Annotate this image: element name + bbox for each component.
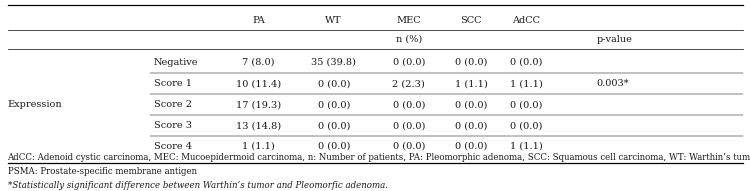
Text: PA: PA [252, 15, 266, 25]
Text: 0 (0.0): 0 (0.0) [317, 79, 350, 88]
Text: n (%): n (%) [396, 35, 422, 44]
Text: MEC: MEC [397, 15, 421, 25]
Text: Negative: Negative [154, 57, 198, 67]
Text: 1 (1.1): 1 (1.1) [510, 142, 543, 151]
Text: 17 (19.3): 17 (19.3) [236, 100, 281, 109]
Text: 0 (0.0): 0 (0.0) [392, 100, 425, 109]
Text: 0 (0.0): 0 (0.0) [317, 121, 350, 130]
Text: PSMA: Prostate-specific membrane antigen: PSMA: Prostate-specific membrane antigen [8, 167, 196, 176]
Text: Score 3: Score 3 [154, 121, 192, 130]
Text: 0 (0.0): 0 (0.0) [510, 57, 543, 67]
Text: 0 (0.0): 0 (0.0) [392, 121, 425, 130]
Text: 0 (0.0): 0 (0.0) [392, 142, 425, 151]
Text: SCC: SCC [460, 15, 482, 25]
Text: 0 (0.0): 0 (0.0) [454, 57, 488, 67]
Text: AdCC: Adenoid cystic carcinoma, MEC: Mucoepidermoid carcinoma, n: Number of pati: AdCC: Adenoid cystic carcinoma, MEC: Muc… [8, 153, 750, 162]
Text: Score 2: Score 2 [154, 100, 192, 109]
Text: 0 (0.0): 0 (0.0) [510, 121, 543, 130]
Text: Expression: Expression [8, 100, 62, 109]
Text: WT: WT [326, 15, 342, 25]
Text: 10 (11.4): 10 (11.4) [236, 79, 281, 88]
Text: 0 (0.0): 0 (0.0) [392, 57, 425, 67]
Text: *Statistically significant difference between Warthin’s tumor and Pleomorfic ade: *Statistically significant difference be… [8, 181, 388, 190]
Text: 35 (39.8): 35 (39.8) [311, 57, 356, 67]
Text: p-value: p-value [596, 35, 632, 44]
Text: 13 (14.8): 13 (14.8) [236, 121, 281, 130]
Text: 0 (0.0): 0 (0.0) [454, 100, 488, 109]
Text: 1 (1.1): 1 (1.1) [242, 142, 275, 151]
Text: 7 (8.0): 7 (8.0) [242, 57, 275, 67]
Text: Score 1: Score 1 [154, 79, 192, 88]
Text: 1 (1.1): 1 (1.1) [454, 79, 488, 88]
Text: 0 (0.0): 0 (0.0) [454, 142, 488, 151]
Text: 0 (0.0): 0 (0.0) [317, 142, 350, 151]
Text: 1 (1.1): 1 (1.1) [510, 79, 543, 88]
Text: AdCC: AdCC [512, 15, 541, 25]
Text: 0.003*: 0.003* [596, 79, 628, 88]
Text: 0 (0.0): 0 (0.0) [454, 121, 488, 130]
Text: 0 (0.0): 0 (0.0) [510, 100, 543, 109]
Text: Score 4: Score 4 [154, 142, 192, 151]
Text: 0 (0.0): 0 (0.0) [317, 100, 350, 109]
Text: 2 (2.3): 2 (2.3) [392, 79, 425, 88]
